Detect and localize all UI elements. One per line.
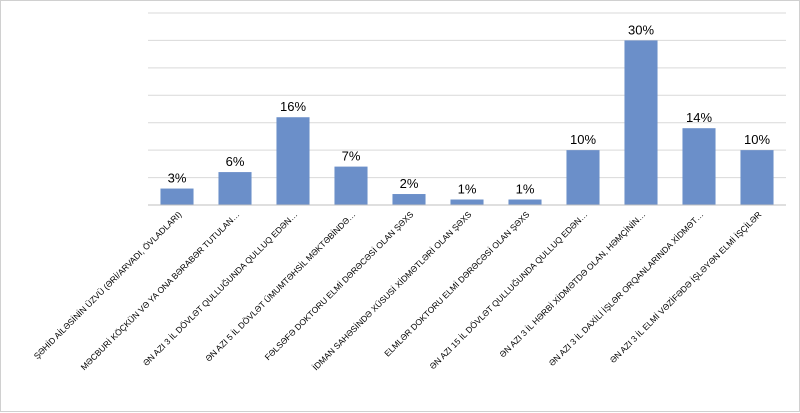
data-label: 10% [570, 132, 596, 147]
data-label: 14% [686, 110, 712, 125]
data-labels: 3% 6% 16% 7% 2% 1% 1% 10% 30% 14% 10% [168, 22, 771, 196]
data-label: 7% [342, 149, 361, 164]
data-label: 1% [516, 182, 535, 197]
data-label: 10% [744, 132, 770, 147]
bar [508, 199, 542, 205]
gridlines [148, 12, 786, 179]
bar [276, 117, 310, 205]
data-label: 6% [226, 154, 245, 169]
bars [160, 40, 774, 205]
bar [624, 40, 658, 205]
data-label: 3% [168, 171, 187, 186]
bar [566, 150, 600, 205]
bar [450, 199, 484, 205]
data-label: 2% [400, 176, 419, 191]
data-label: 16% [280, 99, 306, 114]
data-label: 1% [458, 182, 477, 197]
bar [682, 128, 716, 205]
category-labels: ŞƏHİD AİLƏSİNİN ÜZVÜ (ƏRİ/ARVADI, ÖVLADL… [32, 209, 764, 372]
bar [218, 172, 252, 205]
bar [740, 150, 774, 205]
bar [160, 188, 194, 205]
bar [334, 166, 368, 205]
bar [392, 194, 426, 205]
data-label: 30% [628, 22, 654, 37]
